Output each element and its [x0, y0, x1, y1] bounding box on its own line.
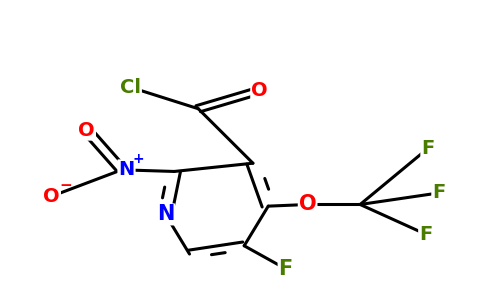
Text: O: O [78, 121, 95, 140]
Text: F: F [279, 259, 293, 279]
Text: O: O [299, 194, 317, 214]
Text: N: N [119, 160, 135, 179]
Text: O: O [44, 187, 60, 206]
Text: F: F [432, 183, 445, 202]
Text: N: N [157, 204, 174, 224]
Text: Cl: Cl [120, 78, 141, 97]
Text: +: + [133, 152, 144, 167]
Text: F: F [421, 139, 435, 158]
Text: O: O [251, 81, 268, 100]
Text: F: F [419, 225, 432, 244]
Text: −: − [60, 178, 73, 193]
